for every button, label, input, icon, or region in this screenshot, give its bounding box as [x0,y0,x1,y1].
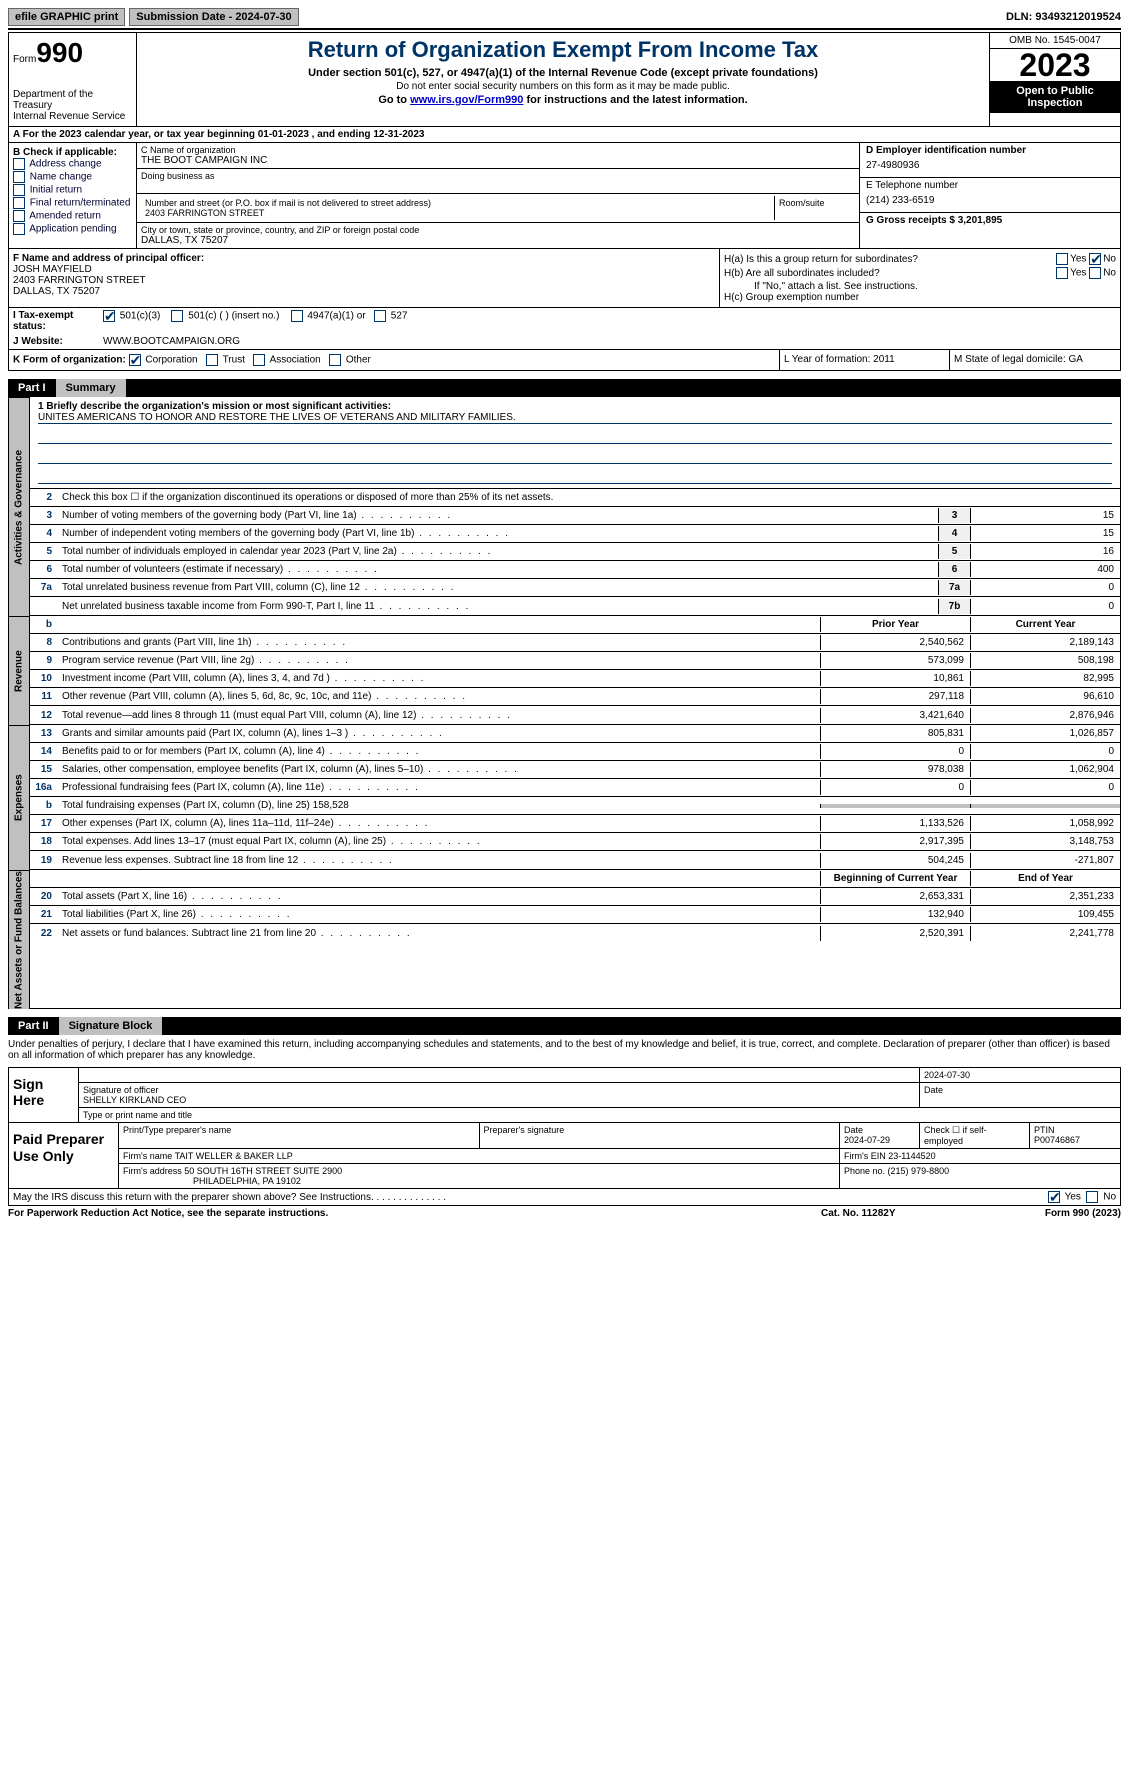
form-header: Form990 Department of the Treasury Inter… [8,32,1121,127]
cb-corporation[interactable] [129,354,141,366]
vtab-revenue: Revenue [8,616,30,725]
net-row: 21Total liabilities (Part X, line 26)132… [30,906,1120,924]
vtab-expenses: Expenses [8,725,30,870]
ha-yes[interactable] [1056,253,1068,265]
ha-no[interactable] [1089,253,1101,265]
tax-year: 2023 [990,49,1120,81]
signature-declaration: Under penalties of perjury, I declare th… [8,1035,1121,1065]
expense-row: 17Other expenses (Part IX, column (A), l… [30,815,1120,833]
net-header: Beginning of Current Year End of Year [30,870,1120,888]
org-address: 2403 FARRINGTON STREET [145,208,770,218]
cb-501c3[interactable] [103,310,115,322]
revenue-row: 10Investment income (Part VIII, column (… [30,670,1120,688]
footer-notice: For Paperwork Reduction Act Notice, see … [8,1206,1121,1221]
cb-trust[interactable] [206,354,218,366]
expense-row: bTotal fundraising expenses (Part IX, co… [30,797,1120,815]
ein-value: 27-4980936 [866,156,1114,175]
revenue-row: 8Contributions and grants (Part VIII, li… [30,634,1120,652]
irs-discuss-row: May the IRS discuss this return with the… [8,1189,1121,1206]
efile-print-button[interactable]: efile GRAPHIC print [8,8,125,26]
cb-association[interactable] [253,354,265,366]
row-klm: K Form of organization: Corporation Trus… [8,350,1121,371]
officer-signature: SHELLY KIRKLAND CEO [83,1095,915,1105]
cb-other[interactable] [329,354,341,366]
org-name: THE BOOT CAMPAIGN INC [141,155,855,166]
summary-expenses: Expenses 13Grants and similar amounts pa… [8,725,1121,870]
summary-net-assets: Net Assets or Fund Balances Beginning of… [8,870,1121,1009]
revenue-row: 11Other revenue (Part VIII, column (A), … [30,688,1120,706]
expense-row: 13Grants and similar amounts paid (Part … [30,725,1120,743]
gov-row: 4Number of independent voting members of… [30,525,1120,543]
row-fh: F Name and address of principal officer:… [8,249,1121,308]
firm-name: TAIT WELLER & BAKER LLP [175,1151,293,1161]
gov-row: 6Total number of volunteers (estimate if… [30,561,1120,579]
firm-ein: 23-1144520 [888,1151,935,1161]
header-center: Return of Organization Exempt From Incom… [137,33,990,126]
discuss-no[interactable] [1086,1191,1098,1203]
line-2-check: 2Check this box ☐ if the organization di… [30,489,1120,507]
gov-row: 7aTotal unrelated business revenue from … [30,579,1120,597]
expense-row: 15Salaries, other compensation, employee… [30,761,1120,779]
header-left: Form990 Department of the Treasury Inter… [9,33,137,126]
box-h-group: H(a) Is this a group return for subordin… [720,249,1120,307]
discuss-yes[interactable] [1048,1191,1060,1203]
net-row: 22Net assets or fund balances. Subtract … [30,924,1120,942]
summary-governance: Activities & Governance 1 Briefly descri… [8,397,1121,616]
gross-receipts: G Gross receipts $ 3,201,895 [866,215,1114,226]
box-c-org-info: C Name of organization THE BOOT CAMPAIGN… [137,143,860,248]
net-row: 20Total assets (Part X, line 16)2,653,33… [30,888,1120,906]
cb-501c[interactable] [171,310,183,322]
box-j-website: J Website: WWW.BOOTCAMPAIGN.ORG [8,334,1121,350]
website-value: WWW.BOOTCAMPAIGN.ORG [103,336,1116,347]
gov-row: Net unrelated business taxable income fr… [30,597,1120,615]
submission-date: Submission Date - 2024-07-30 [129,8,298,26]
box-b-check-applicable: B Check if applicable: Address change Na… [9,143,137,248]
box-d-ein-phone: D Employer identification number 27-4980… [860,143,1120,248]
part2-header: Part II Signature Block [8,1017,1121,1035]
hb-no[interactable] [1089,267,1101,279]
vtab-governance: Activities & Governance [8,397,30,616]
dln-number: DLN: 93493212019524 [1006,11,1121,23]
expense-row: 18Total expenses. Add lines 13–17 (must … [30,833,1120,851]
form-title: Return of Organization Exempt From Incom… [141,37,985,63]
cb-final-return[interactable]: Final return/terminated [13,197,132,209]
cb-initial-return[interactable]: Initial return [13,184,132,196]
expense-row: 14Benefits paid to or for members (Part … [30,743,1120,761]
cb-4947[interactable] [291,310,303,322]
line-a-tax-year: A For the 2023 calendar year, or tax yea… [8,127,1121,143]
box-i-tax-exempt: I Tax-exempt status: 501(c)(3) 501(c) ( … [8,308,1121,334]
dept-treasury: Department of the Treasury Internal Reve… [13,89,132,122]
line-1-mission: 1 Briefly describe the organization's mi… [30,397,1120,489]
expense-row: 16aProfessional fundraising fees (Part I… [30,779,1120,797]
gov-row: 5Total number of individuals employed in… [30,543,1120,561]
cb-address-change[interactable]: Address change [13,158,132,170]
cb-amended[interactable]: Amended return [13,210,132,222]
cb-name-change[interactable]: Name change [13,171,132,183]
org-city: DALLAS, TX 75207 [141,235,855,246]
sign-here-block: Sign Here 2024-07-30 Signature of office… [8,1067,1121,1123]
box-k-form-org: K Form of organization: Corporation Trus… [9,350,780,370]
hb-yes[interactable] [1056,267,1068,279]
grid-bcd: B Check if applicable: Address change Na… [8,143,1121,249]
expense-row: 19Revenue less expenses. Subtract line 1… [30,851,1120,869]
irs-link[interactable]: www.irs.gov/Form990 [410,94,523,106]
revenue-row: 9Program service revenue (Part VIII, lin… [30,652,1120,670]
phone-value: (214) 233-6519 [866,191,1114,210]
revenue-header: b Prior Year Current Year [30,616,1120,634]
box-f-officer: F Name and address of principal officer:… [9,249,720,307]
vtab-net-assets: Net Assets or Fund Balances [8,870,30,1009]
firm-phone: (215) 979-8800 [888,1166,950,1176]
ptin-value: P00746867 [1034,1135,1080,1145]
cb-app-pending[interactable]: Application pending [13,223,132,235]
revenue-row: 12Total revenue—add lines 8 through 11 (… [30,706,1120,724]
header-right: OMB No. 1545-0047 2023 Open to Public In… [990,33,1120,126]
cb-527[interactable] [374,310,386,322]
box-l-year: L Year of formation: 2011 [780,350,950,370]
summary-revenue: Revenue b Prior Year Current Year 8Contr… [8,616,1121,725]
part1-header: Part I Summary [8,379,1121,397]
paid-preparer-block: Paid Preparer Use Only Print/Type prepar… [8,1123,1121,1189]
box-m-state: M State of legal domicile: GA [950,350,1120,370]
gov-row: 3Number of voting members of the governi… [30,507,1120,525]
top-bar: efile GRAPHIC print Submission Date - 20… [8,8,1121,30]
